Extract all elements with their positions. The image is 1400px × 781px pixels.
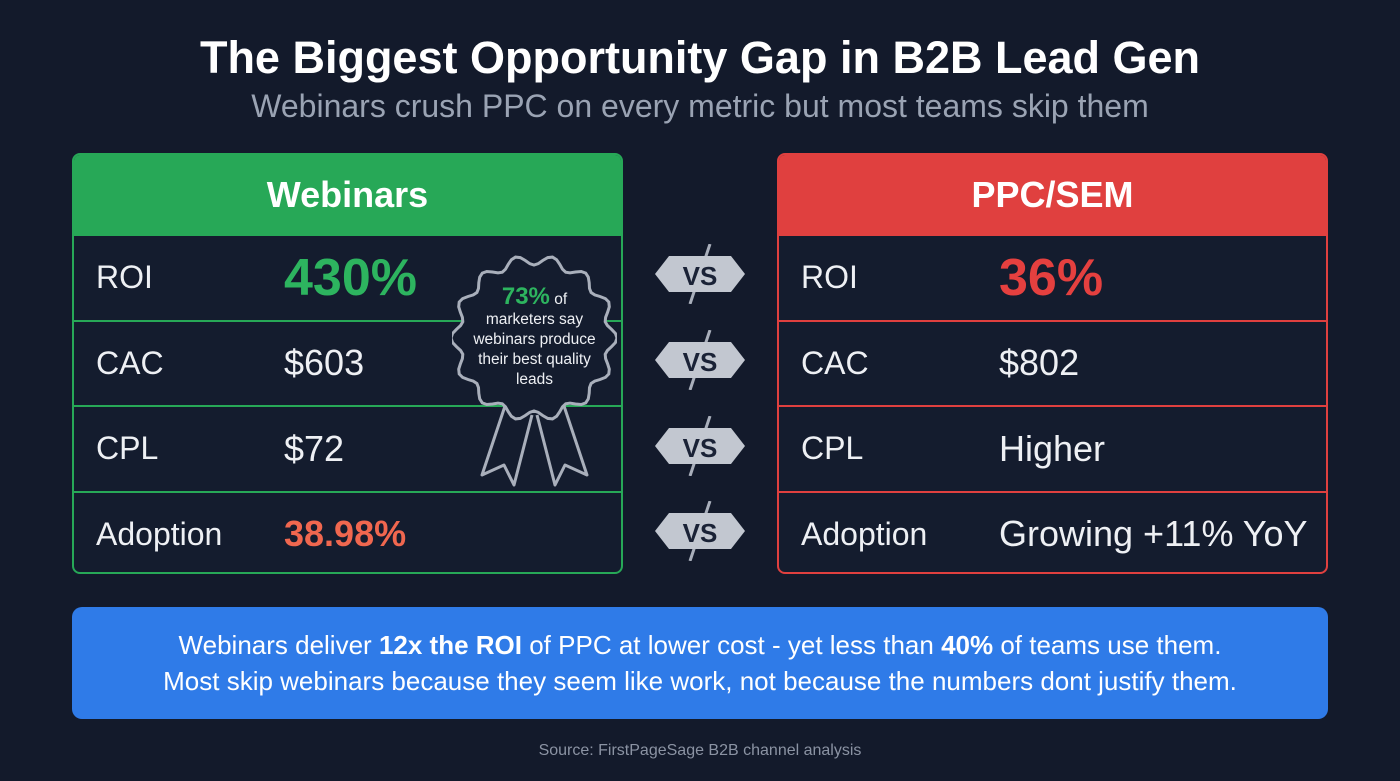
metric-value: Higher — [999, 427, 1106, 469]
ppc-card: PPC/SEM ROI 36% CAC $802 CPL Higher Adoptio… — [777, 153, 1328, 574]
banner-text: of PPC at lower cost - yet less than — [522, 630, 942, 660]
table-row: Adoption Growing +11% YoY — [779, 490, 1326, 573]
table-row: ROI 36% — [779, 234, 1326, 320]
metric-value: $802 — [999, 342, 1080, 384]
banner-text: Webinars deliver — [178, 630, 379, 660]
metric-label: CPL — [801, 430, 864, 467]
metric-label: CPL — [96, 430, 159, 467]
badge-text-of: of — [549, 291, 568, 308]
award-ribbon-icon — [452, 255, 617, 487]
summary-banner: Webinars deliver 12x the ROI of PPC at l… — [72, 607, 1328, 719]
banner-text: of teams use them. — [993, 630, 1222, 660]
banner-line-2: Most skip webinars because they seem lik… — [163, 666, 1237, 696]
metric-value: 38.98% — [284, 513, 407, 555]
metric-value: 36% — [999, 248, 1104, 307]
metric-label: ROI — [96, 259, 153, 296]
metric-label: CAC — [96, 344, 164, 381]
badge-text-body: marketers say webinars produce their bes… — [473, 311, 596, 388]
metric-label: Adoption — [96, 515, 223, 552]
vs-icon: VS — [655, 330, 745, 390]
source-note: Source: FirstPageSage B2B channel analys… — [538, 742, 862, 759]
vs-icon: VS — [655, 416, 745, 476]
webinars-header: Webinars — [74, 155, 621, 234]
page-title: The Biggest Opportunity Gap in B2B Lead … — [199, 32, 1201, 83]
badge-text: 73% of marketers say webinars produce the… — [462, 285, 607, 390]
banner-highlight: 12x the ROI — [378, 630, 522, 660]
table-row: CPL Higher — [779, 405, 1326, 491]
metric-label: Adoption — [801, 515, 928, 552]
ppc-header: PPC/SEM — [779, 155, 1326, 234]
table-row: CAC $603 — [74, 319, 621, 406]
badge-stat: 73% — [501, 283, 550, 310]
table-row: ROI 430% — [74, 234, 621, 320]
table-row: CAC $802 — [779, 319, 1326, 406]
svg-text:VS: VS — [683, 518, 718, 548]
metric-value: $603 — [284, 342, 365, 384]
banner-highlight: 40% — [941, 630, 994, 660]
vs-icon: VS — [655, 244, 745, 304]
table-row: Adoption 38.98% — [74, 490, 621, 573]
metric-value: $72 — [284, 427, 345, 469]
metric-label: ROI — [801, 259, 858, 296]
svg-text:VS: VS — [683, 261, 718, 291]
metric-value: Growing +11% YoY — [999, 513, 1308, 555]
vs-icon: VS — [655, 501, 745, 561]
banner-line-1: Webinars deliver 12x the ROI of PPC at l… — [179, 627, 1222, 663]
svg-text:VS: VS — [683, 433, 718, 463]
table-row: CPL $72 — [74, 405, 621, 491]
metric-label: CAC — [801, 344, 869, 381]
metric-value: 430% — [284, 248, 417, 307]
svg-text:VS: VS — [683, 347, 718, 377]
page-subtitle: Webinars crush PPC on every metric but m… — [251, 88, 1149, 124]
